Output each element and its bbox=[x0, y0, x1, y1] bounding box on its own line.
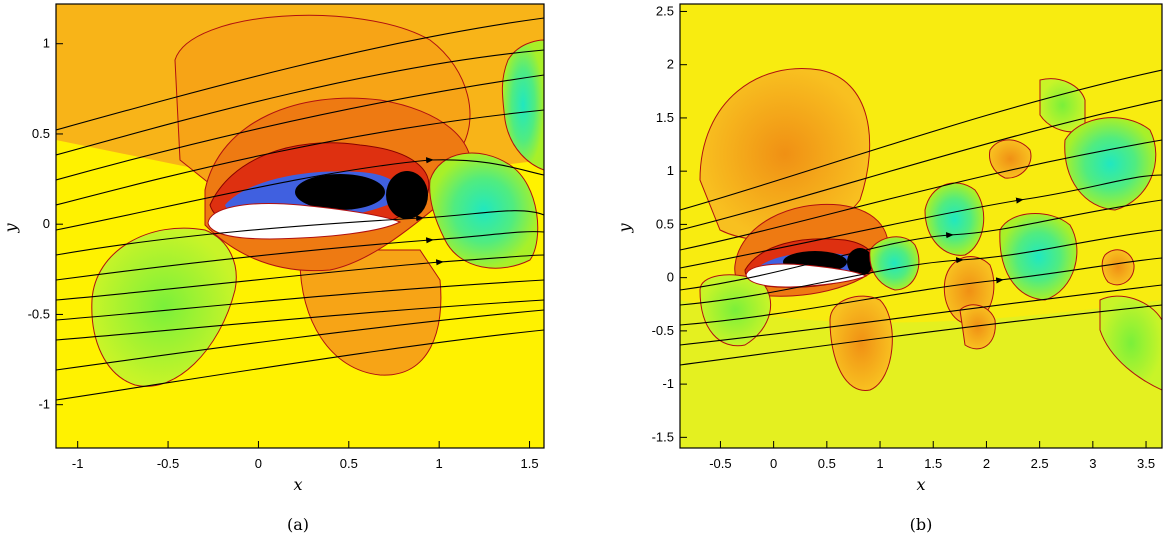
panel-a-x-tick-label: -0.5 bbox=[157, 456, 179, 471]
streamline bbox=[680, 199, 1162, 291]
green-wake bbox=[999, 213, 1078, 301]
panel-a-frame bbox=[55, 3, 545, 449]
panel-a-y-tick-label: 0.5 bbox=[32, 126, 50, 141]
orange-lobe bbox=[959, 304, 996, 350]
streamline bbox=[56, 299, 544, 341]
panel-a-x-axis-title: x bbox=[293, 475, 302, 494]
panel-a-y-tick-label: -0.5 bbox=[28, 306, 50, 321]
panel-a-caption: (a) bbox=[287, 515, 309, 534]
streamline bbox=[680, 174, 1162, 269]
streamline bbox=[680, 304, 1162, 366]
panel-b-x-tick-label: 2 bbox=[983, 456, 990, 471]
panel-a-x-tick-label: -1 bbox=[72, 456, 84, 471]
panel-b-x-tick-label: 2.5 bbox=[1031, 456, 1049, 471]
panel-b-y-tick-label: 1 bbox=[667, 163, 674, 178]
streamline bbox=[56, 109, 544, 206]
panel-b-x-tick-label: 1 bbox=[876, 456, 883, 471]
streamlines bbox=[56, 17, 544, 401]
streamline bbox=[56, 254, 544, 301]
streamline bbox=[56, 279, 544, 321]
streamline bbox=[680, 99, 1162, 231]
vortex-core bbox=[295, 174, 385, 210]
orange-lobe bbox=[829, 295, 893, 391]
panel-a-x-tick-label: 1.5 bbox=[521, 456, 539, 471]
streamline bbox=[680, 69, 1162, 211]
panel-a-y-tick-label: -1 bbox=[38, 397, 50, 412]
panel-a-x-tick-label: 0.5 bbox=[340, 456, 358, 471]
streamlines bbox=[680, 69, 1162, 366]
panel-b-x-tick-label: 1.5 bbox=[924, 456, 942, 471]
streamline bbox=[56, 157, 544, 231]
panel-b-x-tick-label: 3 bbox=[1089, 456, 1096, 471]
vortex-core bbox=[386, 171, 428, 219]
streamline bbox=[680, 257, 1162, 326]
panel-b-x-tick-label: 3.5 bbox=[1137, 456, 1155, 471]
green-wake bbox=[869, 236, 920, 291]
streamline bbox=[680, 139, 1162, 251]
panel-a-x-tick-label: 1 bbox=[436, 456, 443, 471]
panel-b-axes: -0.5 0 0.5 1 1.5 2 2.5 3 3.5 -1.5 -1 -0.5 0 0.5 1 1.5 2 2… bbox=[652, 3, 1155, 471]
streamline bbox=[56, 49, 544, 156]
streamline bbox=[56, 210, 544, 256]
panel-b-y-axis-title: y bbox=[615, 223, 634, 234]
panel-b-y-tick-label: 2.5 bbox=[656, 3, 674, 18]
panel-a-y-tick-label: 1 bbox=[43, 36, 50, 51]
panel-b-y-tick-label: -1.5 bbox=[652, 429, 674, 444]
panel-b-y-tick-label: -1 bbox=[662, 376, 674, 391]
panel-b-y-tick-label: 1.5 bbox=[656, 110, 674, 125]
streamline bbox=[56, 231, 544, 281]
green-wake bbox=[429, 152, 539, 269]
green-region bbox=[699, 274, 772, 347]
streamline bbox=[56, 329, 544, 401]
streamline bbox=[680, 229, 1162, 306]
panel-a-y-tick-label: 0 bbox=[43, 216, 50, 231]
streamline bbox=[56, 17, 544, 131]
panel-b-y-tick-label: 0 bbox=[667, 270, 674, 285]
panel-a-y-axis-title: y bbox=[1, 223, 20, 234]
orange-lobe bbox=[1101, 249, 1135, 286]
panel-b-y-tick-label: 2 bbox=[667, 57, 674, 72]
panel-b-x-axis-title: x bbox=[916, 475, 925, 494]
panel-b-frame bbox=[679, 3, 1163, 449]
green-wake bbox=[501, 39, 544, 171]
green-region bbox=[680, 300, 1162, 448]
panel-a-plot bbox=[56, 4, 544, 448]
panel-b-x-tick-label: 0.5 bbox=[818, 456, 836, 471]
vortex-core bbox=[847, 248, 873, 276]
green-region bbox=[91, 227, 237, 387]
airfoil bbox=[745, 263, 868, 288]
panel-b-y-tick-label: -0.5 bbox=[652, 323, 674, 338]
orange-lobe bbox=[989, 139, 1032, 179]
streamline bbox=[56, 309, 544, 371]
streamline bbox=[680, 284, 1162, 346]
panel-b-x-tick-label: 0 bbox=[770, 456, 777, 471]
streamline bbox=[56, 74, 544, 181]
panel-b-y-tick-label: 0.5 bbox=[656, 216, 674, 231]
panel-b-caption: (b) bbox=[910, 515, 933, 534]
panel-b-plot bbox=[680, 4, 1162, 448]
panel-b-x-tick-label: -0.5 bbox=[709, 456, 731, 471]
panel-a-x-tick-label: 0 bbox=[255, 456, 262, 471]
panel-a-axes: -1 -0.5 0 0.5 1 1.5 -1 -0.5 0 0.5 1 bbox=[28, 36, 539, 471]
